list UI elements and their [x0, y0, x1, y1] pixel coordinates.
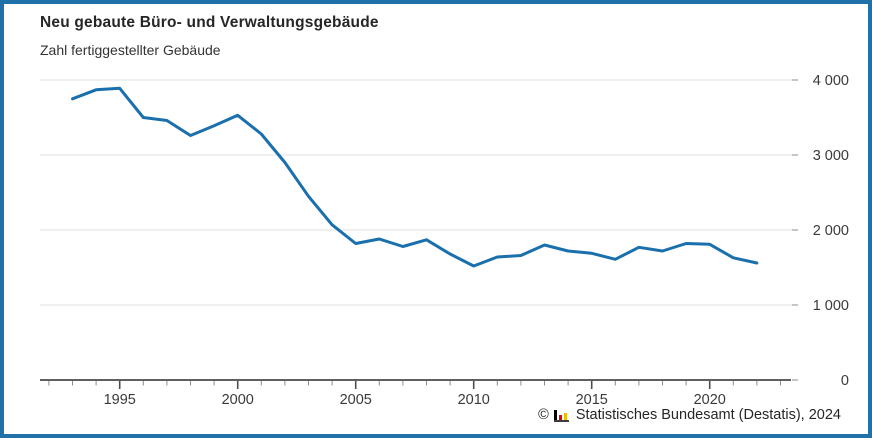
x-tick-label: 2020 — [694, 392, 726, 408]
y-tick-label: 2 000 — [813, 223, 849, 239]
y-tick-label: 1 000 — [813, 298, 849, 314]
y-tick-label: 3 000 — [813, 148, 849, 164]
x-tick-label: 2005 — [340, 392, 372, 408]
logo-bar-black — [553, 409, 557, 420]
destatis-logo-icon — [553, 409, 571, 422]
copyright-symbol: © — [538, 407, 549, 423]
x-tick-label: 1995 — [104, 392, 136, 408]
x-tick-label: 2015 — [576, 392, 608, 408]
y-tick-label: 4 000 — [813, 73, 849, 89]
data-series-line — [71, 86, 759, 268]
chart-title: Neu gebaute Büro- und Verwaltungsgebäude — [40, 14, 379, 31]
x-tick-label: 2000 — [222, 392, 254, 408]
chart-subtitle: Zahl fertiggestellter Gebäude — [40, 42, 221, 58]
source-text: Statistisches Bundesamt (Destatis), 2024 — [575, 407, 841, 423]
logo-bar-red — [558, 414, 562, 420]
logo-baseline — [553, 419, 569, 422]
source-attribution: © Statistisches Bundesamt (Destatis), 20… — [538, 407, 841, 423]
y-tick-label: 0 — [841, 373, 849, 389]
line-chart: 0 1 000 2 000 3 000 4 000 1995 2000 2005 2010 201… — [40, 73, 849, 408]
x-tick-label: 2010 — [458, 392, 490, 408]
logo-bar-gold — [563, 412, 567, 420]
